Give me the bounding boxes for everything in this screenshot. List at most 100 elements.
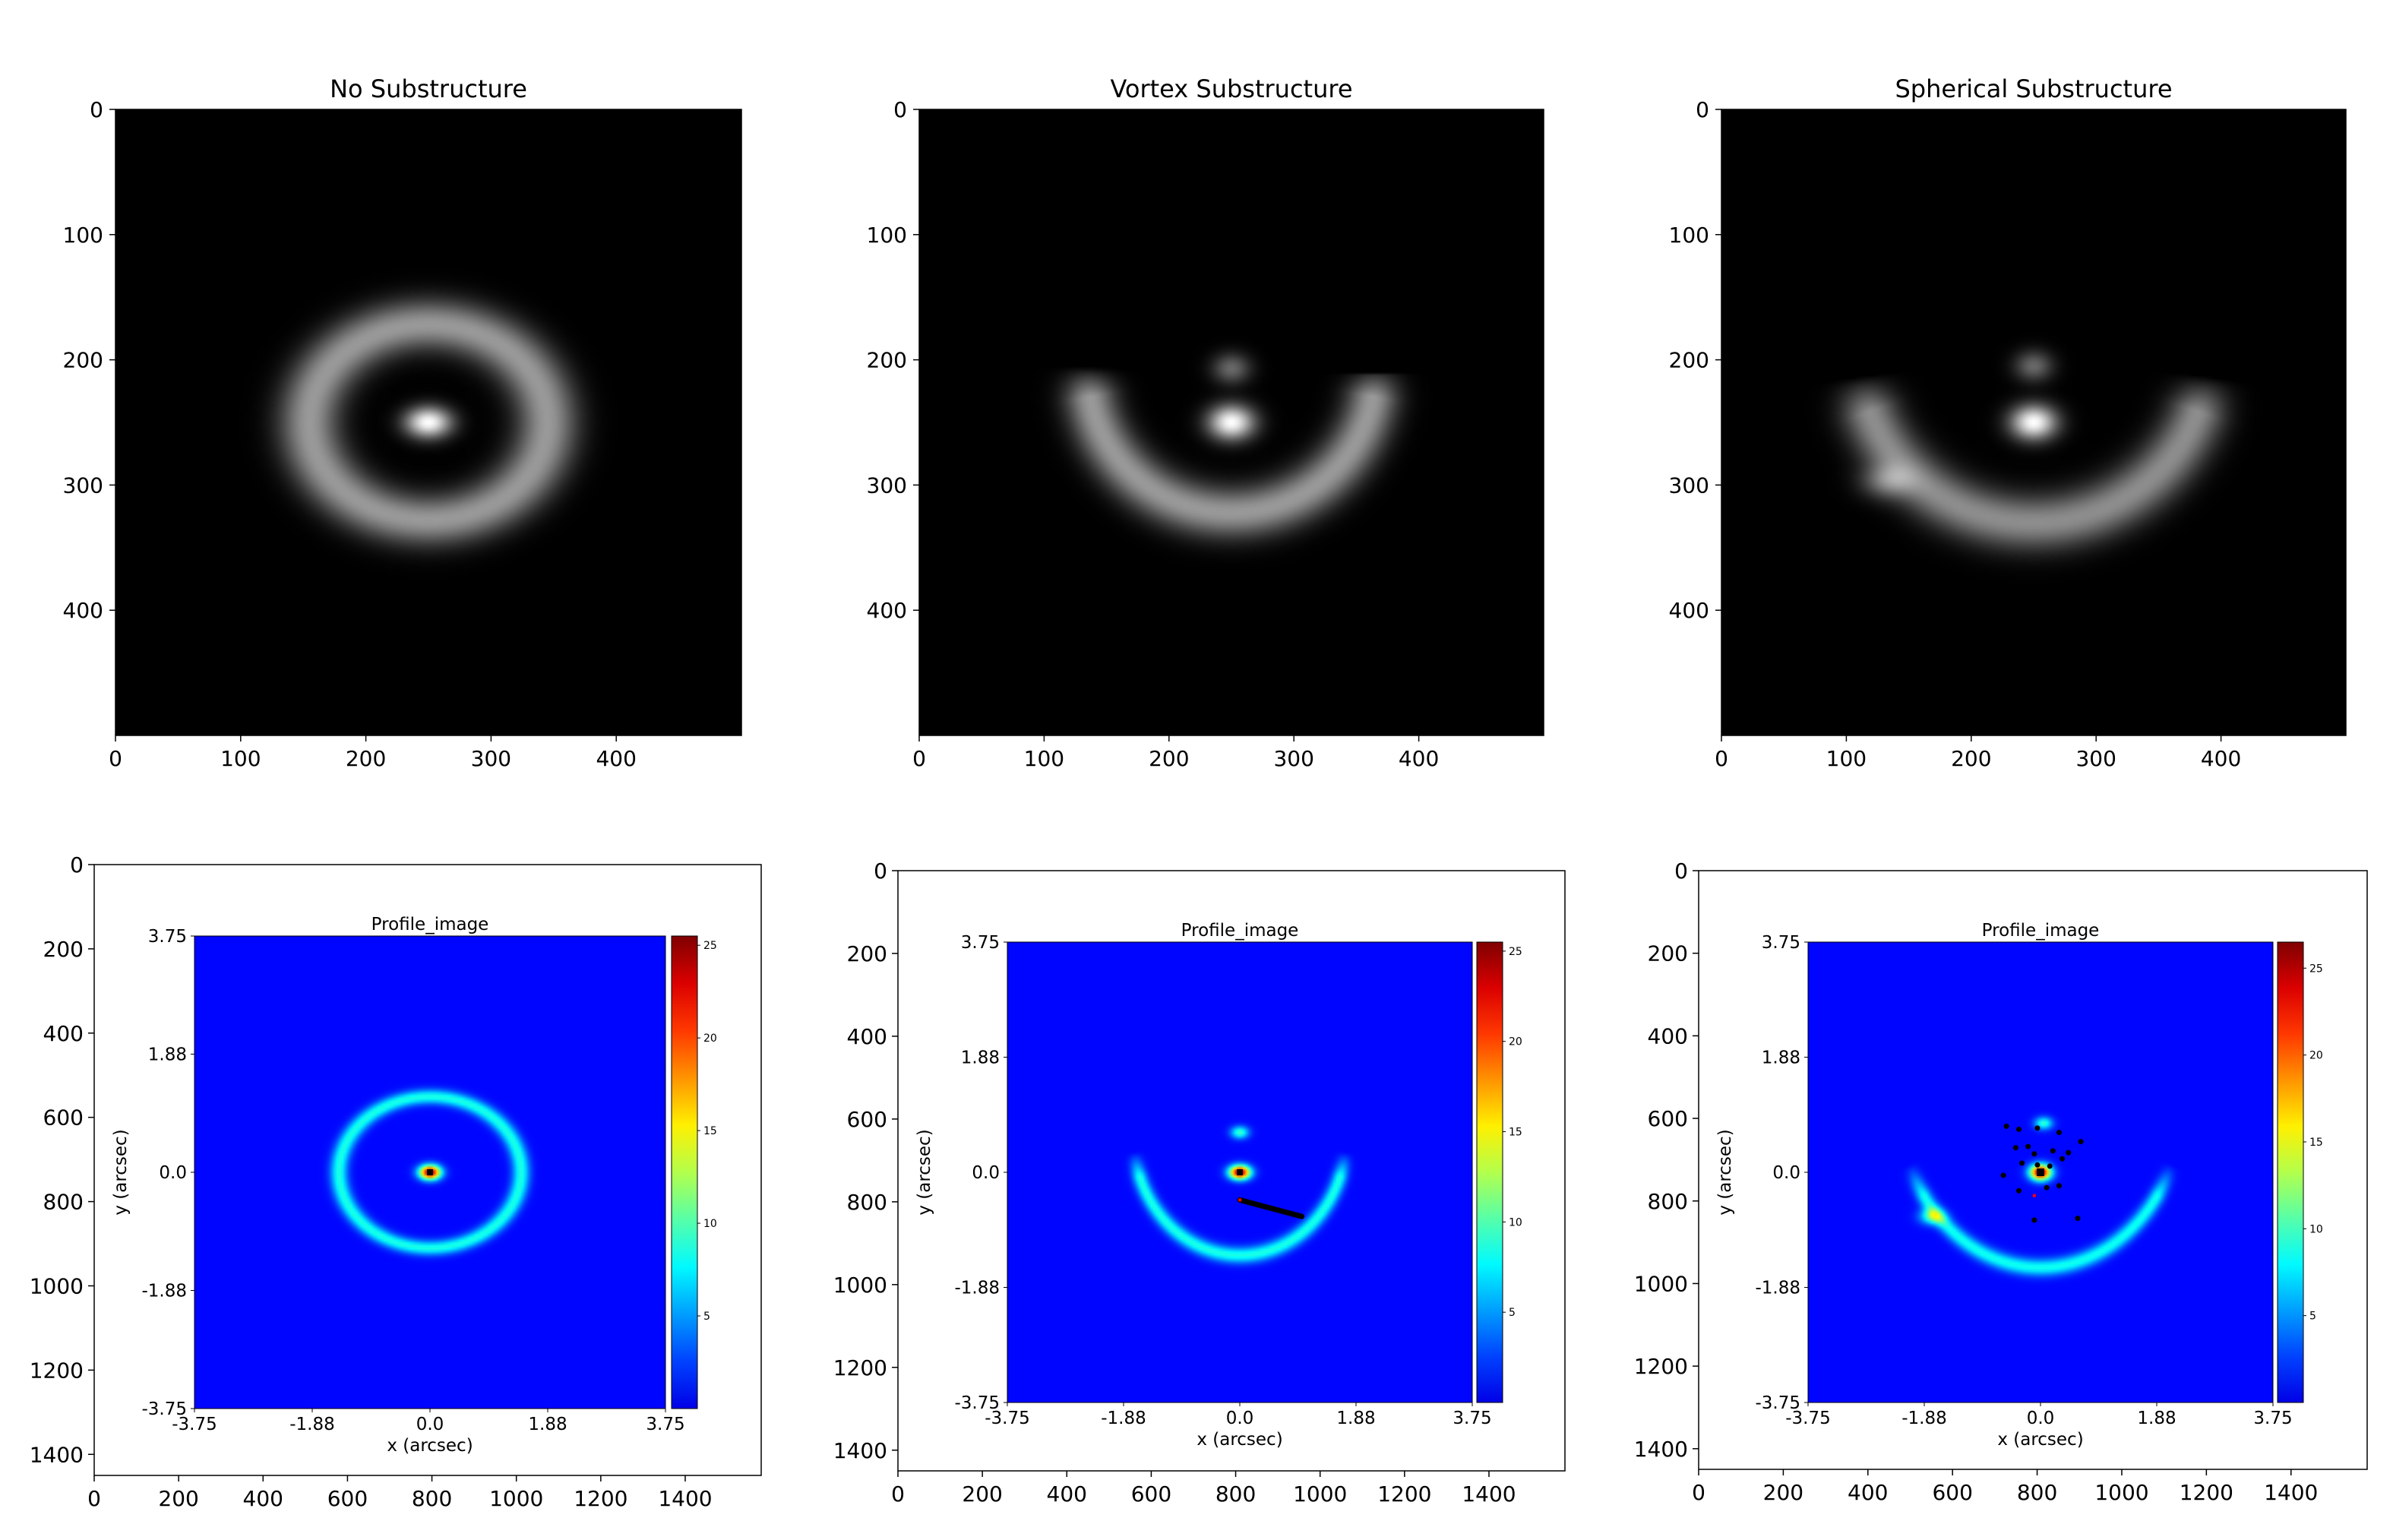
inner-x-tick-label: 3.75 bbox=[646, 1415, 684, 1434]
subhalo-point bbox=[2025, 1143, 2031, 1149]
outer-x-tick-label: 200 bbox=[962, 1481, 1002, 1507]
source-marker bbox=[1238, 1198, 1241, 1202]
y-tick-label: 400 bbox=[63, 598, 103, 623]
outer-y-tick-label: 1200 bbox=[833, 1355, 887, 1380]
outer-x-tick-label: 600 bbox=[1131, 1481, 1171, 1507]
inner-x-tick-label: -1.88 bbox=[289, 1415, 335, 1434]
outer-y-tick-label: 800 bbox=[1648, 1189, 1688, 1214]
subhalo-point bbox=[2056, 1183, 2062, 1189]
subhalo-point bbox=[2019, 1160, 2025, 1166]
inner-x-axis-label: x (arcsec) bbox=[387, 1436, 473, 1456]
profile-panel-1: 0 200 400 600 800 1000 1200 1400020040060080010… bbox=[30, 852, 762, 1511]
colorbar-tick-label: 25 bbox=[2309, 963, 2323, 975]
subhalo-point bbox=[2034, 1162, 2041, 1168]
plot-frame bbox=[918, 109, 1544, 736]
outer-y-tick-label: 1000 bbox=[30, 1273, 84, 1298]
x-tick-label: 0 bbox=[109, 746, 122, 771]
colorbar bbox=[2277, 941, 2304, 1403]
y-tick-label: 200 bbox=[63, 348, 103, 373]
inner-x-tick-label: 3.75 bbox=[2253, 1409, 2292, 1428]
outer-y-tick-label: 200 bbox=[847, 941, 887, 966]
subhalo-point bbox=[2075, 1216, 2081, 1222]
colorbar-tick-label: 5 bbox=[1509, 1307, 1516, 1319]
outer-y-tick-label: 400 bbox=[847, 1024, 887, 1049]
y-tick-label: 0 bbox=[1696, 97, 1709, 122]
colorbar bbox=[1476, 941, 1503, 1403]
subhalo-point bbox=[2015, 1187, 2022, 1194]
outer-y-tick-label: 400 bbox=[43, 1021, 84, 1046]
outer-x-tick-label: 400 bbox=[1848, 1480, 1888, 1505]
colorbar-tick-label: 15 bbox=[2309, 1137, 2323, 1149]
outer-x-tick-label: 800 bbox=[412, 1486, 452, 1511]
inner-y-axis-label: y (arcsec) bbox=[1715, 1129, 1735, 1215]
x-tick-label: 100 bbox=[220, 746, 261, 771]
outer-x-tick-label: 1400 bbox=[1462, 1481, 1516, 1507]
inner-x-tick-label: -3.75 bbox=[172, 1415, 217, 1434]
inner-x-axis-label: x (arcsec) bbox=[1997, 1430, 2083, 1450]
inner-title: Profile_image bbox=[1181, 921, 1299, 941]
source-marker bbox=[427, 1169, 433, 1175]
inner-y-tick-label: -3.75 bbox=[954, 1393, 1000, 1413]
inner-y-tick-label: -3.75 bbox=[141, 1399, 187, 1419]
outer-x-tick-label: 200 bbox=[158, 1486, 198, 1511]
outer-y-tick-label: 800 bbox=[847, 1190, 887, 1215]
subhalo-point bbox=[2031, 1217, 2037, 1223]
inner-y-axis-label: y (arcsec) bbox=[111, 1129, 131, 1215]
outer-x-tick-label: 1000 bbox=[1293, 1481, 1347, 1507]
colorbar-tick-label: 15 bbox=[1509, 1127, 1522, 1139]
inner-x-tick-label: -3.75 bbox=[1785, 1409, 1831, 1428]
inner-y-tick-label: -3.75 bbox=[1755, 1393, 1800, 1413]
inner-y-tick-label: -1.88 bbox=[954, 1279, 1000, 1298]
inner-y-tick-label: -1.88 bbox=[141, 1282, 187, 1301]
subhalo-point bbox=[2003, 1123, 2009, 1129]
y-tick-label: 100 bbox=[63, 223, 103, 248]
colorbar-tick-label: 25 bbox=[703, 940, 717, 952]
subhalo-point bbox=[2056, 1129, 2062, 1135]
x-tick-label: 0 bbox=[912, 746, 926, 771]
lens-image bbox=[115, 109, 741, 735]
outer-x-tick-label: 400 bbox=[1047, 1481, 1087, 1507]
outer-y-tick-label: 600 bbox=[1648, 1106, 1688, 1131]
inner-x-tick-label: 1.88 bbox=[528, 1415, 567, 1434]
y-tick-label: 200 bbox=[867, 348, 907, 373]
inner-y-axis-label: y (arcsec) bbox=[915, 1129, 934, 1215]
profile-panel-2: 0 200 400 600 800 1000 1200 1400020040060080010… bbox=[833, 859, 1566, 1507]
outer-x-tick-label: 800 bbox=[2017, 1480, 2057, 1505]
grayscale-panel-1: No Substructure 0 100 200 300 400 0 100 200 300 40… bbox=[63, 74, 742, 771]
grayscale-panel-2: Vortex Substructure 0 100 200 300 400 0 100 200 3… bbox=[867, 74, 1544, 771]
y-tick-label: 300 bbox=[1669, 473, 1709, 498]
subhalo-point bbox=[2015, 1126, 2022, 1132]
y-tick-label: 400 bbox=[1669, 598, 1709, 623]
outer-x-tick-label: 0 bbox=[87, 1486, 101, 1511]
inner-y-tick-label: 1.88 bbox=[961, 1048, 1000, 1068]
colorbar-tick-label: 5 bbox=[2309, 1311, 2316, 1323]
inner-y-tick-label: 1.88 bbox=[1762, 1048, 1800, 1068]
outer-y-tick-label: 200 bbox=[43, 937, 84, 962]
x-tick-label: 100 bbox=[1024, 746, 1064, 771]
inner-x-tick-label: 3.75 bbox=[1453, 1409, 1491, 1428]
inner-x-tick-label: 1.88 bbox=[2137, 1409, 2176, 1428]
inner-x-tick-label: 0.0 bbox=[2027, 1409, 2055, 1428]
colorbar-tick-label: 20 bbox=[1509, 1036, 1522, 1048]
subhalo-point bbox=[2078, 1139, 2084, 1145]
inner-y-tick-label: 3.75 bbox=[961, 933, 1000, 953]
inner-y-tick-label: 3.75 bbox=[148, 927, 187, 947]
inner-x-tick-label: -3.75 bbox=[985, 1409, 1030, 1428]
outer-y-tick-label: 0 bbox=[70, 852, 84, 878]
outer-x-tick-label: 600 bbox=[1932, 1480, 1972, 1505]
inner-x-tick-label: 0.0 bbox=[1226, 1409, 1254, 1428]
y-tick-label: 0 bbox=[90, 97, 103, 122]
inner-x-tick-label: 0.0 bbox=[416, 1415, 444, 1434]
outer-y-tick-label: 1400 bbox=[1634, 1437, 1688, 1462]
y-tick-label: 100 bbox=[867, 223, 907, 248]
grayscale-panel-3: Spherical Substructure 0 100 200 300 400 0 100 2… bbox=[1669, 74, 2347, 771]
inner-title: Profile_image bbox=[371, 915, 489, 934]
subhalo-point bbox=[2031, 1151, 2037, 1157]
outer-x-tick-label: 200 bbox=[1763, 1480, 1803, 1505]
outer-x-tick-label: 600 bbox=[327, 1486, 368, 1511]
colorbar-tick-label: 15 bbox=[703, 1125, 717, 1137]
colorbar-tick-label: 5 bbox=[703, 1311, 710, 1323]
panel-title: Spherical Substructure bbox=[1895, 74, 2172, 103]
profile-panel-3: 0 200 400 600 800 1000 1200 1400020040060080010… bbox=[1634, 859, 2368, 1505]
